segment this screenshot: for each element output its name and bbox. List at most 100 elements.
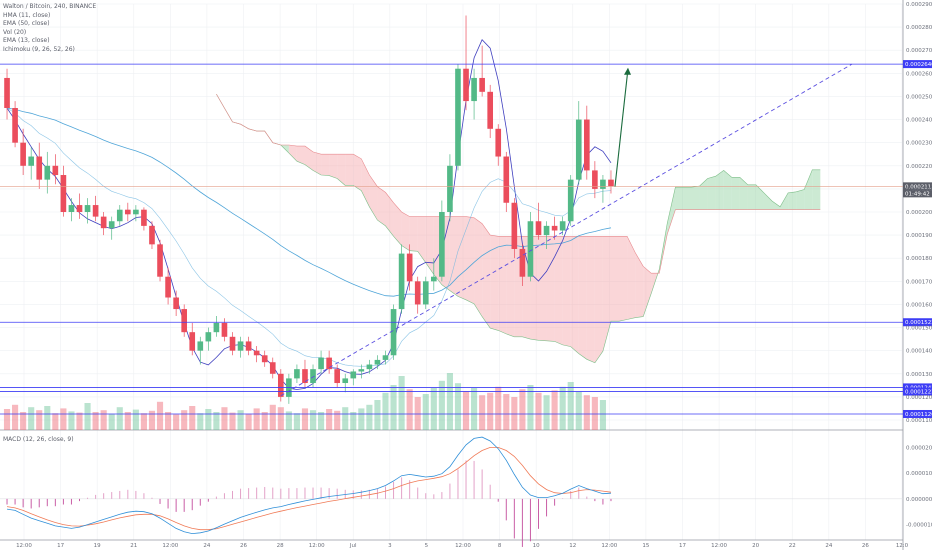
cloud-segment-bearish xyxy=(417,216,426,263)
candle-up xyxy=(197,341,204,351)
indicator-legend: Walton / Bitcoin, 240, BINANCE HMA (11, … xyxy=(3,3,96,55)
volume-bars xyxy=(3,373,606,430)
time-tick-label: 12:00 xyxy=(309,543,325,549)
volume-bar xyxy=(245,413,252,430)
candle-up xyxy=(575,119,582,180)
candle-up xyxy=(559,221,566,231)
cloud-segment-bearish xyxy=(635,252,644,318)
cloud-segment-bullish xyxy=(780,192,789,210)
cloud-segment-bearish xyxy=(482,223,491,329)
cloud-segment-bearish xyxy=(288,144,297,162)
macd-histogram-bar xyxy=(441,492,443,499)
cloud-segment-bearish xyxy=(361,158,370,207)
volume-bar xyxy=(543,395,550,430)
macd-histogram-bar xyxy=(385,486,386,499)
volume-bar xyxy=(479,395,486,430)
candle-up xyxy=(108,221,115,229)
level-label-bg xyxy=(903,60,932,69)
time-tick-label: 26 xyxy=(862,543,869,549)
cloud-segment-bearish xyxy=(401,212,410,251)
candle-up xyxy=(116,209,123,222)
volume-bar xyxy=(462,391,470,430)
cloud-segment-bearish xyxy=(554,236,563,345)
macd-histogram-bar xyxy=(62,498,64,505)
ema13-line xyxy=(6,107,612,367)
candle-up xyxy=(310,369,316,384)
macd-histogram-bar xyxy=(95,494,97,499)
macd-histogram-bar xyxy=(304,487,306,499)
cloud-span-a xyxy=(216,93,821,364)
macd-histogram-bar xyxy=(87,497,89,499)
cloud-segment-bearish xyxy=(353,154,362,191)
macd-histogram-bar xyxy=(594,498,596,502)
volume-bar xyxy=(559,386,566,430)
candle-countdown: 01:49:42 xyxy=(905,191,930,197)
candle-down xyxy=(165,276,171,298)
cloud-segment-bullish xyxy=(772,201,781,210)
volume-bar xyxy=(221,407,228,430)
cloud-segment-bearish xyxy=(466,216,475,304)
volume-bar xyxy=(575,391,582,430)
time-axis: 12:00 17 19 21 12:00 24 26 28 12:00 Jul 3 5 12:00 8 10… xyxy=(16,543,909,549)
candle-down xyxy=(414,281,421,305)
volume-bar xyxy=(237,410,244,430)
time-tick-label: 12:0 xyxy=(896,543,909,549)
macd-histogram-bar xyxy=(248,488,250,499)
volume-bar xyxy=(20,412,27,430)
macd-histogram-bar xyxy=(14,498,16,505)
volume-bar xyxy=(374,400,381,430)
cloud-segment-bearish xyxy=(546,236,555,342)
volume-bar xyxy=(60,408,67,430)
cloud-segment-bullish xyxy=(723,170,732,210)
cloud-segment-bearish xyxy=(490,235,499,331)
macd-histogram-bar xyxy=(360,490,362,499)
volume-bar xyxy=(68,411,75,430)
time-tick-label: 24 xyxy=(203,543,210,549)
cloud-segment-bearish xyxy=(313,151,322,176)
volume-bar xyxy=(318,412,325,430)
macd-histogram-bar xyxy=(215,496,217,499)
candle-down xyxy=(261,355,268,363)
cloud-segment-bearish xyxy=(562,236,571,347)
volume-bar xyxy=(309,410,317,430)
volume-bar xyxy=(406,389,413,430)
macd-histogram-bar xyxy=(151,497,153,499)
candle-down xyxy=(277,373,284,397)
cloud-segment-bearish xyxy=(627,236,636,320)
candle-up xyxy=(44,165,51,180)
candle-down xyxy=(92,205,99,217)
level-label-bg xyxy=(903,409,932,418)
volume-bar xyxy=(12,404,19,430)
cloud-segment-bullish xyxy=(715,170,724,210)
macd-histogram-bar xyxy=(554,498,556,506)
macd-line xyxy=(6,436,612,535)
time-tick-label: 12 xyxy=(569,543,576,549)
macd-histogram-bar xyxy=(538,498,539,529)
macd-signal-line xyxy=(6,447,612,531)
volume-bar xyxy=(599,400,606,430)
macd-histogram-bar xyxy=(376,488,378,499)
time-tick-label: 12:00 xyxy=(455,543,471,549)
volume-bar xyxy=(358,408,365,430)
macd-histogram-bar xyxy=(473,460,475,499)
candle-up xyxy=(447,165,453,212)
volume-bar xyxy=(100,410,107,430)
cloud-segment-bearish xyxy=(538,236,547,341)
time-tick-label: 20 xyxy=(752,543,759,549)
volume-bar xyxy=(350,412,357,430)
cloud-segment-bearish xyxy=(409,216,418,252)
time-tick-label: 17 xyxy=(679,543,686,549)
macd-histogram-bar xyxy=(46,498,48,507)
candle-up xyxy=(133,209,139,215)
volume-bar xyxy=(390,385,397,430)
